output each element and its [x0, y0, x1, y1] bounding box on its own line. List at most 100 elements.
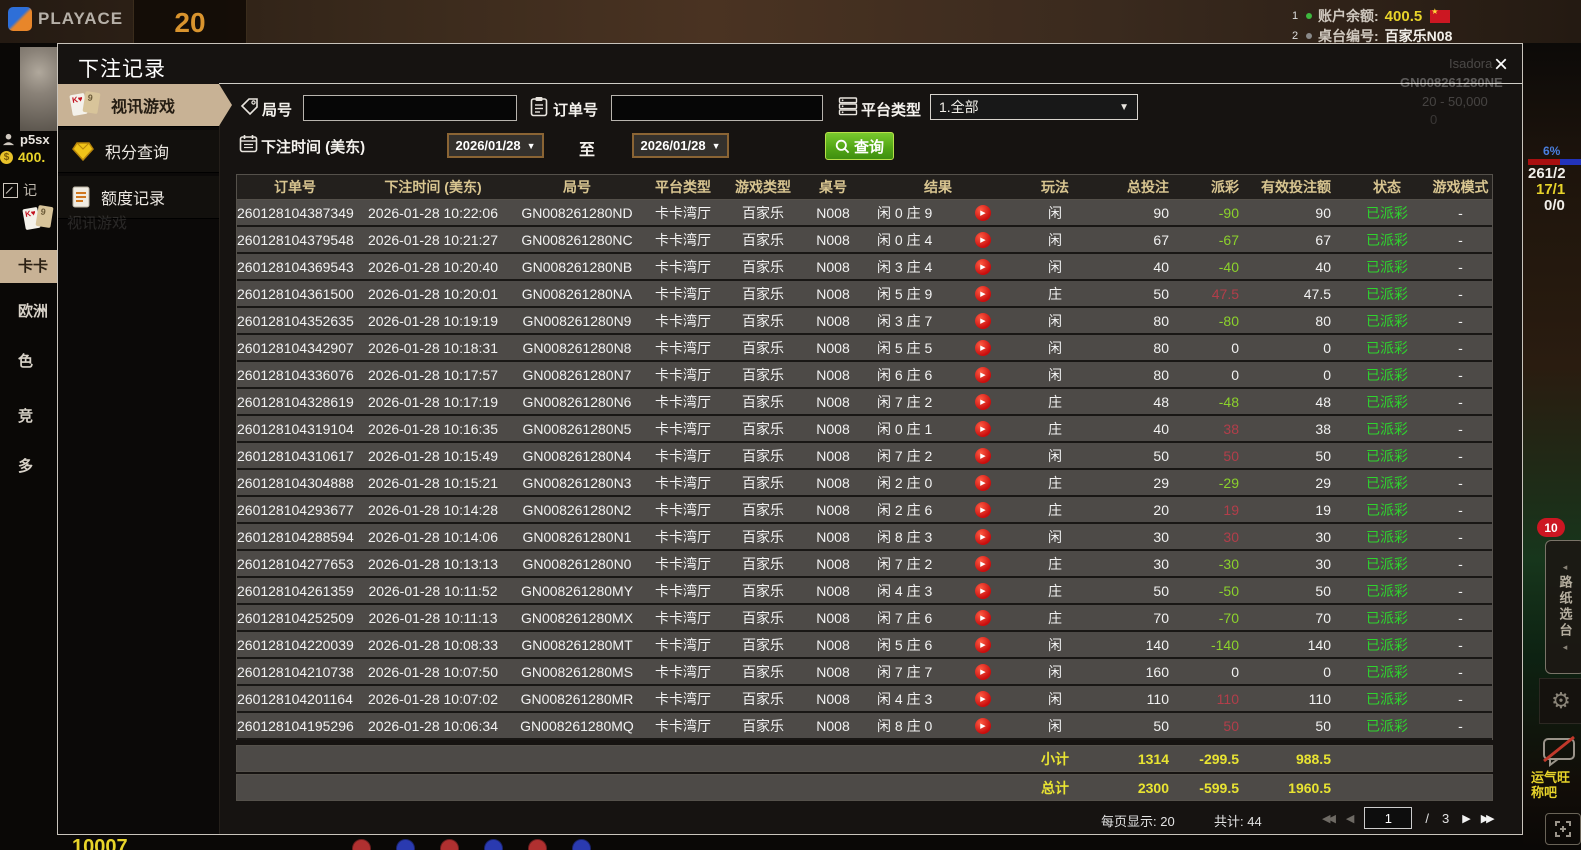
- table-row[interactable]: 260128104352635 2026-01-28 10:19:19 GN00…: [237, 308, 1492, 335]
- table-row[interactable]: 260128104342907 2026-01-28 10:18:31 GN00…: [237, 335, 1492, 362]
- search-button[interactable]: 查询: [825, 132, 895, 160]
- play-video-icon[interactable]: ▶: [975, 717, 991, 734]
- cell-valid-bet: 67: [1315, 231, 1331, 248]
- cell-payout: 50: [1223, 717, 1239, 734]
- play-video-icon[interactable]: ▶: [975, 609, 991, 626]
- first-page-button[interactable]: ◀◀: [1322, 812, 1336, 825]
- bet-counter: 20: [174, 6, 206, 38]
- page-number-input[interactable]: [1364, 807, 1413, 829]
- play-video-icon[interactable]: ▶: [975, 474, 991, 491]
- cell-game-type: 百家乐: [742, 447, 784, 464]
- cell-time: 2026-01-28 10:11:52: [368, 582, 498, 599]
- cell-payout: 50: [1223, 447, 1239, 464]
- cell-time: 2026-01-28 10:20:40: [368, 258, 498, 275]
- prev-page-button[interactable]: ◀: [1345, 812, 1355, 825]
- record-menu-fragment[interactable]: 记: [3, 180, 37, 200]
- table-row[interactable]: 260128104361500 2026-01-28 10:20:01 GN00…: [237, 281, 1492, 308]
- round-number-input[interactable]: [303, 95, 517, 121]
- play-video-icon[interactable]: ▶: [975, 690, 991, 707]
- table-row[interactable]: 260128104336076 2026-01-28 10:17:57 GN00…: [237, 362, 1492, 389]
- play-video-icon[interactable]: ▶: [975, 231, 991, 248]
- play-video-icon[interactable]: ▶: [975, 636, 991, 653]
- close-button[interactable]: ×: [1493, 51, 1508, 78]
- play-video-icon[interactable]: ▶: [975, 420, 991, 437]
- table-row[interactable]: 260128104304888 2026-01-28 10:15:21 GN00…: [237, 470, 1492, 497]
- cell-payout: 0: [1231, 366, 1239, 383]
- cell-order: 260128104201164: [237, 690, 353, 707]
- table-row[interactable]: 260128104220039 2026-01-28 10:08:33 GN00…: [237, 632, 1492, 659]
- chevron-up-icon: ◂: [1562, 562, 1568, 572]
- cell-total-bet: 80: [1153, 312, 1169, 329]
- platform-type-select[interactable]: 1.全部 ▼: [930, 94, 1138, 120]
- play-video-icon[interactable]: ▶: [975, 339, 991, 356]
- play-video-icon[interactable]: ▶: [975, 204, 991, 221]
- tab-label: 视讯游戏: [111, 99, 176, 116]
- date-to-picker[interactable]: 2026/01/28 ▼: [632, 133, 729, 158]
- table-row[interactable]: 260128104319104 2026-01-28 10:16:35 GN00…: [237, 416, 1492, 443]
- table-row[interactable]: 260128104261359 2026-01-28 10:11:52 GN00…: [237, 578, 1492, 605]
- tab-quota-records[interactable]: 额度记录: [58, 176, 219, 219]
- cell-status: 已派彩: [1366, 420, 1408, 437]
- page-separator: /: [1425, 810, 1430, 826]
- cell-platform: 卡卡湾厅: [655, 393, 711, 410]
- cell-status: 已派彩: [1366, 528, 1408, 545]
- sidebar-item-se[interactable]: 色: [18, 353, 34, 370]
- table-row[interactable]: 260128104310617 2026-01-28 10:15:49 GN00…: [237, 443, 1492, 470]
- table-row[interactable]: 260128104210738 2026-01-28 10:07:50 GN00…: [237, 659, 1492, 686]
- next-page-button[interactable]: ▶: [1462, 812, 1471, 825]
- sidebar-item-duo[interactable]: 多: [18, 458, 34, 475]
- table-row[interactable]: 260128104293677 2026-01-28 10:14:28 GN00…: [237, 497, 1492, 524]
- date-from-picker[interactable]: 2026/01/28 ▼: [447, 133, 544, 158]
- play-video-icon[interactable]: ▶: [975, 258, 991, 275]
- play-video-icon[interactable]: ▶: [975, 663, 991, 680]
- col-round: 局号: [563, 179, 591, 195]
- cell-game-type: 百家乐: [742, 663, 784, 680]
- play-video-icon[interactable]: ▶: [975, 366, 991, 383]
- table-row[interactable]: 260128104369543 2026-01-28 10:20:40 GN00…: [237, 254, 1492, 281]
- cell-valid-bet: 30: [1315, 555, 1331, 572]
- cell-play: 庄: [1048, 420, 1062, 437]
- play-video-icon[interactable]: ▶: [975, 582, 991, 599]
- table-row[interactable]: 260128104328619 2026-01-28 10:17:19 GN00…: [237, 389, 1492, 416]
- table-row[interactable]: 260128104387349 2026-01-28 10:22:06 GN00…: [237, 200, 1492, 227]
- cell-game-mode: -: [1458, 258, 1463, 275]
- table-row[interactable]: 260128104379548 2026-01-28 10:21:27 GN00…: [237, 227, 1492, 254]
- fullscreen-button[interactable]: [1545, 813, 1581, 845]
- subtotal-payout: -299.5: [1199, 750, 1239, 767]
- play-video-icon[interactable]: ▶: [975, 312, 991, 329]
- table-row[interactable]: 260128104201164 2026-01-28 10:07:02 GN00…: [237, 686, 1492, 713]
- play-video-icon[interactable]: ▶: [975, 528, 991, 545]
- bet-records-modal: 下注记录 × K♥ 9 视讯游戏 积分查询: [57, 43, 1523, 835]
- cell-play: 闲: [1048, 636, 1062, 653]
- col-result: 结果: [924, 179, 952, 195]
- cell-game-mode: -: [1458, 474, 1463, 491]
- settings-button[interactable]: ⚙: [1539, 678, 1581, 724]
- table-row[interactable]: 260128104277653 2026-01-28 10:13:13 GN00…: [237, 551, 1492, 578]
- cell-game-mode: -: [1458, 231, 1463, 248]
- cell-result: 闲 8 庄 3 ▶: [865, 527, 1011, 547]
- play-video-icon[interactable]: ▶: [975, 501, 991, 518]
- last-page-button[interactable]: ▶▶: [1480, 812, 1495, 825]
- tab-video-games[interactable]: K♥ 9 视讯游戏: [58, 84, 219, 127]
- road-table-select-tab[interactable]: ◂ 路纸选台 ◂: [1545, 540, 1581, 674]
- clipboard-icon: [530, 97, 548, 117]
- play-video-icon[interactable]: ▶: [975, 393, 991, 410]
- result-text: 闲 7 庄 6: [877, 609, 933, 626]
- play-video-icon[interactable]: ▶: [975, 285, 991, 302]
- table-row[interactable]: 260128104195296 2026-01-28 10:06:34 GN00…: [237, 713, 1492, 740]
- tab-points-query[interactable]: 积分查询: [58, 130, 219, 173]
- username: p5sx: [20, 132, 50, 147]
- chat-muted-button[interactable]: [1540, 735, 1578, 772]
- cell-total-bet: 40: [1153, 420, 1169, 437]
- table-row[interactable]: 260128104252509 2026-01-28 10:11:13 GN00…: [237, 605, 1492, 632]
- sidebar-item-europe[interactable]: 欧洲: [18, 303, 49, 320]
- play-video-icon[interactable]: ▶: [975, 555, 991, 572]
- video-games-cards-icon[interactable]: K♥ 9: [22, 204, 58, 234]
- cell-total-bet: 29: [1153, 474, 1169, 491]
- sidebar-item-jing[interactable]: 竞: [18, 408, 34, 425]
- cell-platform: 卡卡湾厅: [655, 555, 711, 572]
- pagination-bar: 每页显示: 20 共计: 44 ◀◀ ◀ / 3 ▶ ▶▶: [58, 806, 1524, 832]
- play-video-icon[interactable]: ▶: [975, 447, 991, 464]
- order-number-input[interactable]: [611, 95, 823, 121]
- table-row[interactable]: 260128104288594 2026-01-28 10:14:06 GN00…: [237, 524, 1492, 551]
